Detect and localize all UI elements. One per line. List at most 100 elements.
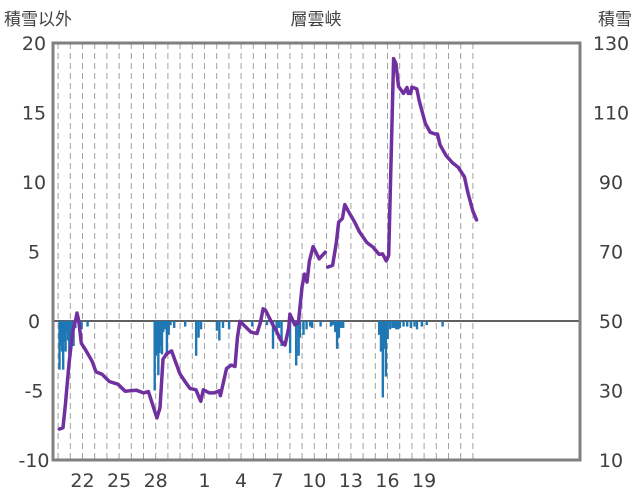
precip-bar [280, 321, 283, 347]
left-tick-label: 15 [22, 103, 46, 125]
precip-bar [384, 321, 388, 377]
gridlines [53, 43, 580, 460]
precip-bar [277, 321, 281, 328]
precip-bar [337, 321, 341, 338]
precip-bar [309, 321, 312, 327]
precip-bar [334, 321, 337, 333]
snow-depth-line [325, 56, 479, 269]
precip-bar [154, 321, 158, 356]
precip-bar [396, 321, 400, 330]
precip-bar [382, 321, 386, 349]
precip-bar [215, 321, 219, 331]
precip-bar [153, 321, 156, 391]
x-tick-label: 13 [339, 470, 363, 492]
x-tick-label: 28 [144, 470, 168, 492]
precip-bar [86, 321, 89, 327]
precip-bar [183, 321, 187, 327]
precip-bar [163, 321, 167, 330]
plot-frame [51, 41, 582, 462]
right-tick-label: 50 [599, 311, 623, 333]
precip-bar [64, 321, 67, 352]
precip-bar [341, 321, 345, 328]
precip-bar [162, 321, 165, 333]
precip-bar [288, 321, 292, 353]
precip-bar [159, 321, 162, 347]
x-tick-label: 19 [412, 470, 436, 492]
precip-bar [391, 321, 394, 328]
precip-bar [305, 321, 308, 330]
precip-bar [194, 321, 198, 356]
precip-bar [158, 321, 161, 353]
precip-bar [377, 321, 381, 335]
precip-bar [398, 321, 402, 328]
precip-bar [160, 321, 164, 355]
left-axis-title: 積雪以外 [4, 10, 72, 30]
precip-bar [302, 321, 305, 335]
precip-bar [415, 321, 419, 330]
precip-bar [265, 321, 269, 326]
precip-bar [80, 321, 83, 330]
x-axis-ticks: 22 25 28 1 4 7 10 13 16 19 [70, 470, 436, 492]
precip-bar [331, 321, 334, 326]
precip-bar [155, 321, 159, 353]
x-tick-label: 10 [302, 470, 326, 492]
left-axis-ticks: 20 15 10 5 0 -5 -10 [18, 33, 49, 472]
precip-bar [335, 321, 339, 349]
right-tick-label: 130 [593, 33, 629, 55]
precip-bar [70, 321, 73, 334]
precip-bar [275, 321, 278, 335]
precip-bar [68, 321, 71, 355]
left-tick-label: 5 [28, 242, 40, 264]
precip-bar [298, 321, 302, 338]
left-tick-label: 20 [22, 33, 46, 55]
right-tick-label: 30 [599, 381, 623, 403]
x-tick-label: 7 [272, 470, 284, 492]
precip-bar [393, 321, 396, 328]
precip-bar [167, 321, 170, 335]
precip-bar [406, 321, 409, 327]
x-tick-label: 22 [70, 470, 94, 492]
precip-bar [425, 321, 428, 326]
right-tick-label: 110 [593, 103, 629, 125]
precip-bar [297, 321, 300, 356]
precip-bar [218, 321, 221, 341]
precip-bar [413, 321, 416, 327]
left-tick-label: 10 [22, 172, 46, 194]
precip-bar [59, 321, 62, 347]
precip-bar [199, 321, 203, 330]
precip-bar [319, 321, 322, 327]
precip-bar [173, 321, 176, 328]
precip-bar [379, 321, 383, 352]
precip-bar [310, 321, 314, 328]
left-tick-label: 0 [28, 311, 40, 333]
precip-bar [441, 321, 444, 327]
precip-bar [420, 321, 424, 327]
precip-bar [58, 321, 61, 370]
precip-bar [227, 321, 231, 330]
precip-bar [409, 321, 413, 328]
precip-bar [388, 321, 392, 330]
right-axis-title: 積雪 [598, 10, 632, 30]
precip-bar [66, 321, 70, 341]
right-tick-label: 10 [599, 450, 623, 472]
right-axis-ticks: 130 110 90 70 50 30 10 [593, 33, 629, 472]
precip-bar [197, 321, 200, 338]
left-tick-label: -5 [25, 381, 44, 403]
precip-bar [157, 321, 160, 376]
precip-bar [60, 321, 64, 352]
x-tick-label: 25 [107, 470, 131, 492]
right-tick-label: 70 [599, 242, 623, 264]
precip-bar [395, 321, 398, 330]
precip-bar [329, 321, 333, 327]
x-tick-label: 4 [235, 470, 247, 492]
precip-bar [251, 321, 254, 327]
x-tick-label: 1 [198, 470, 210, 492]
precip-bar [165, 321, 169, 356]
snow-depth-line [57, 244, 328, 431]
precip-bar [61, 321, 65, 370]
chart-title: 層雲峡 [291, 10, 342, 30]
precip-bar [402, 321, 405, 327]
precip-bar [63, 321, 66, 342]
precip-bar [169, 321, 172, 326]
